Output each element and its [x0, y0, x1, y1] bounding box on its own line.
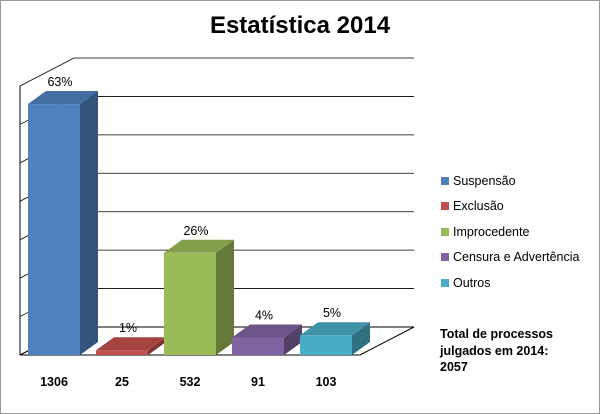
- x-tick-label: 1306: [40, 375, 68, 389]
- percent-label: 26%: [183, 224, 208, 238]
- bar-front: [300, 335, 352, 355]
- legend-label: Exclusão: [453, 199, 504, 214]
- x-tick-label: 532: [180, 375, 201, 389]
- x-tick-label: 103: [316, 375, 337, 389]
- total-annotation-line-1: Total de processos: [440, 327, 553, 341]
- bar-3: [232, 324, 302, 355]
- bar-4: [300, 322, 370, 355]
- percent-labels: 63% 1% 26% 4% 5%: [47, 75, 341, 335]
- legend-swatch: [441, 253, 449, 262]
- bar-front: [164, 252, 216, 355]
- legend: Suspensão Exclusão Improcedente Censura e A…: [441, 168, 579, 296]
- legend-item: Improcedente: [441, 219, 579, 245]
- total-annotation-value: 2057: [440, 360, 468, 374]
- bar-top: [232, 324, 302, 338]
- total-annotation-line-2: julgados em 2014:: [440, 343, 549, 358]
- bar-side: [284, 324, 302, 355]
- x-tick-label: 25: [115, 375, 129, 389]
- bar-side: [80, 91, 98, 355]
- bars: [28, 91, 370, 355]
- legend-label: Improcedente: [453, 224, 530, 239]
- legend-item: Censura e Advertência: [441, 245, 579, 271]
- percent-label: 5%: [323, 306, 341, 320]
- legend-swatch: [441, 227, 449, 236]
- legend-label: Outros: [453, 275, 491, 290]
- x-tick-labels: 1306 25 532 91 103: [40, 375, 336, 389]
- bar-front: [28, 104, 80, 355]
- bar-1: [96, 337, 166, 355]
- bar-top: [28, 91, 98, 105]
- percent-label: 1%: [119, 321, 137, 335]
- percent-label: 4%: [255, 309, 273, 323]
- bar-top: [164, 239, 234, 253]
- bar-front: [232, 337, 284, 355]
- chart-title: Estatística 2014: [209, 12, 391, 39]
- bar-side: [352, 322, 370, 355]
- bar-top: [96, 337, 166, 351]
- bar-side: [216, 239, 234, 355]
- percent-label: 63%: [47, 75, 72, 89]
- legend-swatch: [441, 278, 449, 287]
- legend-item: Outros: [441, 270, 579, 296]
- bar-2: [164, 239, 234, 355]
- legend-item: Exclusão: [441, 194, 579, 220]
- bar-front: [96, 350, 148, 355]
- bar-0: [28, 91, 98, 355]
- x-tick-label: 91: [251, 375, 265, 389]
- total-annotation: Total de processos julgados em 2014: 205…: [440, 326, 553, 376]
- bar-top: [300, 322, 370, 336]
- gridline: [19, 57, 414, 87]
- legend-swatch: [441, 176, 449, 185]
- legend-item: Suspensão: [441, 168, 579, 194]
- bar-side: [148, 337, 166, 355]
- legend-label: Censura e Advertência: [453, 250, 580, 265]
- legend-label: Suspensão: [453, 173, 516, 188]
- legend-swatch: [441, 202, 449, 211]
